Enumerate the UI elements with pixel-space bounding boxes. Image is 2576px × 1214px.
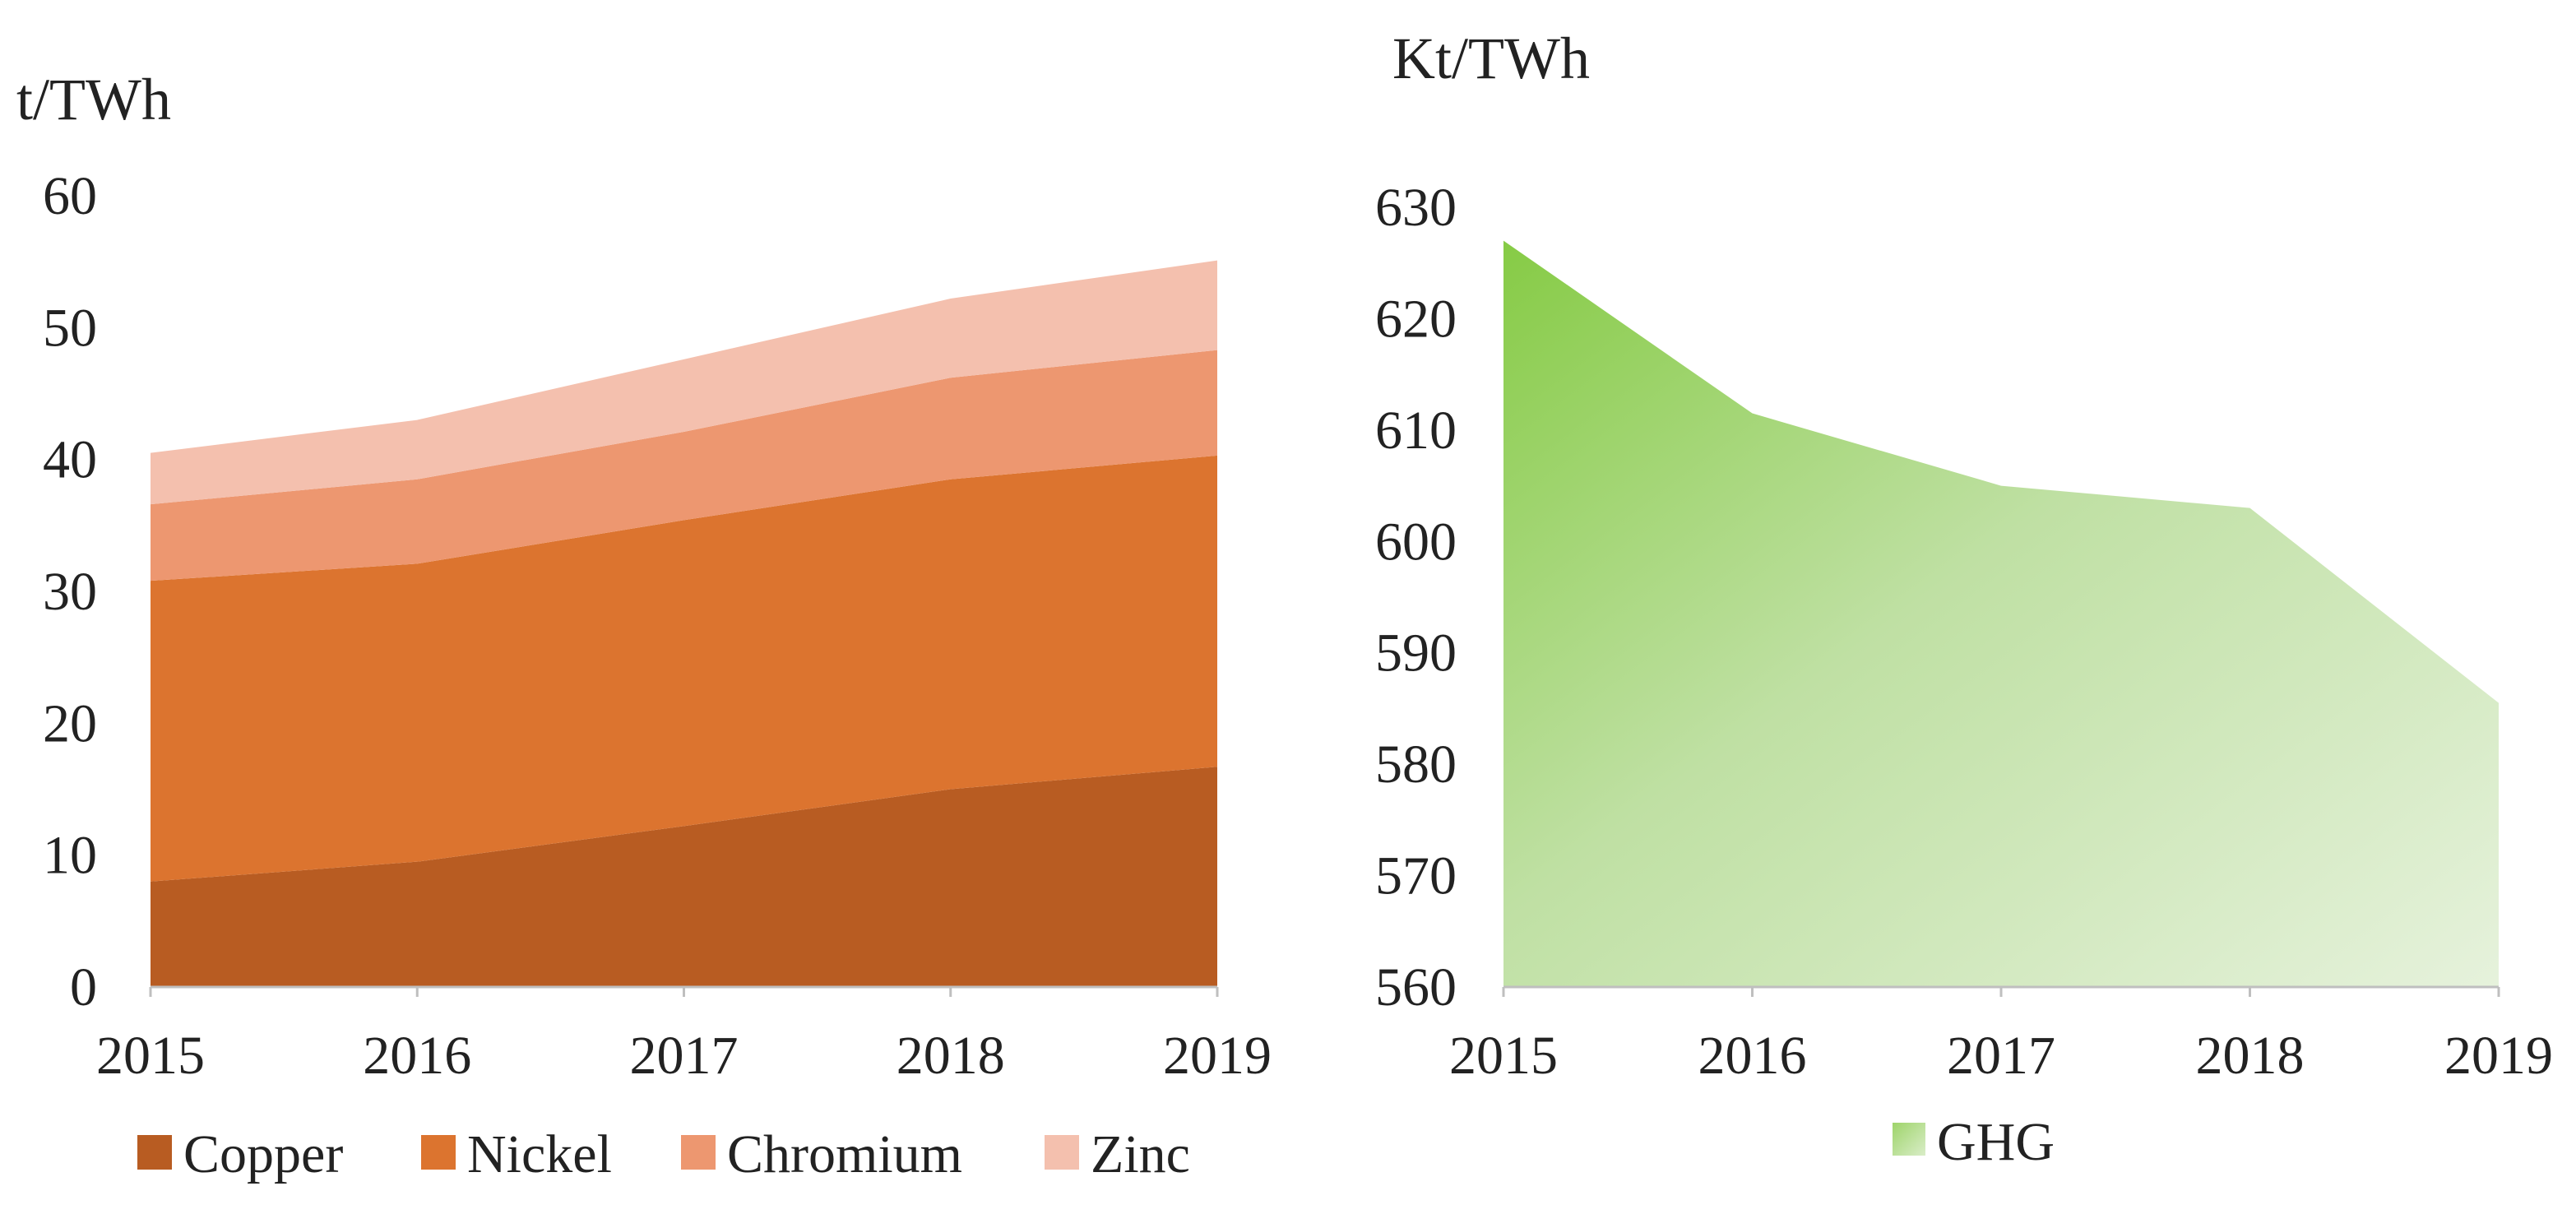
metals-y-tick-30: 30 (43, 562, 97, 622)
ghg-y-axis-label: Kt/TWh (1392, 25, 1590, 91)
ghg-y-tick-560: 560 (1375, 957, 1457, 1017)
ghg-legend: GHG (1893, 1112, 2055, 1172)
metals-x-tick-2016: 2016 (363, 1026, 471, 1086)
ghg-area-ghg (1503, 240, 2499, 988)
metals-legend-label-nickel: Nickel (467, 1124, 612, 1184)
metals-x-ticks (149, 987, 1219, 997)
metals-legend-item-chromium: Chromium (681, 1124, 962, 1184)
metals-legend-swatch-zinc (1045, 1135, 1079, 1170)
ghg-x-tick-2017: 2017 (1947, 1026, 2055, 1086)
metals-legend-swatch-copper (137, 1135, 172, 1170)
ghg-x-tick-2019: 2019 (2444, 1026, 2553, 1086)
metals-x-tick-2017: 2017 (630, 1026, 739, 1086)
metals-y-tick-labels: 0 10 20 30 40 50 60 (43, 166, 97, 1017)
metals-legend-item-zinc: Zinc (1045, 1124, 1190, 1184)
ghg-x-tick-2018: 2018 (2196, 1026, 2305, 1086)
ghg-chart: Kt/TWh 560 570 580 590 600 610 620 630 2015 2016… (1375, 25, 2553, 1172)
metals-y-tick-10: 10 (43, 826, 97, 886)
metals-x-tick-2018: 2018 (897, 1026, 1005, 1086)
metals-legend-label-chromium: Chromium (727, 1124, 962, 1184)
metals-x-tick-2015: 2015 (96, 1026, 205, 1086)
metals-area-nickel (151, 455, 1217, 882)
metals-y-tick-40: 40 (43, 430, 97, 490)
metals-y-tick-60: 60 (43, 166, 97, 226)
metals-legend-item-nickel: Nickel (421, 1124, 612, 1184)
ghg-y-tick-590: 590 (1375, 623, 1457, 683)
metals-y-tick-20: 20 (43, 693, 97, 753)
metals-area-group (151, 260, 1217, 987)
ghg-legend-swatch-ghg (1893, 1123, 1925, 1156)
metals-legend-swatch-chromium (681, 1135, 716, 1170)
metals-area-copper (151, 767, 1217, 987)
metals-x-tick-2019: 2019 (1163, 1026, 1272, 1086)
ghg-x-tick-labels: 2015 2016 2017 2018 2019 (1449, 1026, 2553, 1086)
ghg-x-ticks (1502, 987, 2500, 997)
ghg-x-tick-2015: 2015 (1449, 1026, 1558, 1086)
metals-legend-item-copper: Copper (137, 1124, 343, 1184)
ghg-y-tick-630: 630 (1375, 178, 1457, 238)
metals-legend-label-copper: Copper (183, 1124, 343, 1184)
ghg-y-tick-labels: 560 570 580 590 600 610 620 630 (1375, 178, 1457, 1017)
metals-area-zinc (151, 260, 1217, 505)
ghg-legend-item-ghg: GHG (1893, 1112, 2055, 1172)
metals-x-tick-labels: 2015 2016 2017 2018 2019 (96, 1026, 1272, 1086)
metals-chart: t/TWh 0 10 20 30 40 50 60 2015 2016 2017 2018 2019… (16, 67, 1272, 1184)
ghg-y-tick-600: 600 (1375, 512, 1457, 572)
metals-legend-swatch-nickel (421, 1135, 456, 1170)
ghg-legend-label-ghg: GHG (1937, 1112, 2055, 1172)
ghg-y-tick-570: 570 (1375, 846, 1457, 906)
metals-y-tick-0: 0 (70, 957, 97, 1017)
metals-legend-label-zinc: Zinc (1091, 1124, 1190, 1184)
ghg-x-tick-2016: 2016 (1698, 1026, 1807, 1086)
ghg-y-tick-610: 610 (1375, 401, 1457, 461)
ghg-y-tick-580: 580 (1375, 734, 1457, 795)
ghg-area-group (1503, 240, 2499, 988)
metals-area-chromium (151, 350, 1217, 582)
ghg-y-tick-620: 620 (1375, 289, 1457, 349)
metals-legend: Copper Nickel Chromium Zinc (137, 1124, 1190, 1184)
metals-y-axis-label: t/TWh (16, 67, 171, 132)
metals-y-tick-50: 50 (43, 298, 97, 358)
